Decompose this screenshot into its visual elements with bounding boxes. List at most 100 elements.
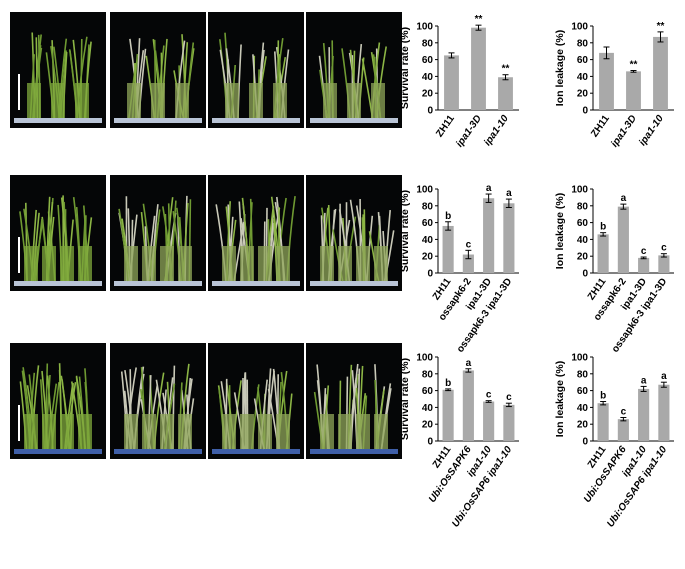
bar <box>444 55 459 110</box>
plant-stem <box>178 246 192 281</box>
plant-photo <box>110 12 206 128</box>
y-tick-label: 60 <box>577 386 589 397</box>
plant-photo <box>10 343 106 459</box>
category-label: ZH11 <box>434 113 457 139</box>
bar-chart-b: 0 20 40 60 80 100 Survival rate (%) ZH11 ** ipa1-… <box>399 14 519 149</box>
y-tick-label: 20 <box>422 252 434 263</box>
plant-stem <box>42 414 56 449</box>
pot-tray <box>212 118 300 123</box>
pot-tray <box>310 281 398 286</box>
plant-stem <box>124 246 138 281</box>
plant-stem <box>75 83 89 118</box>
y-tick-label: 100 <box>416 353 433 364</box>
plant-stem <box>320 246 334 281</box>
bar <box>471 27 486 110</box>
significance-label: b <box>445 378 451 389</box>
plant-photo <box>208 343 304 459</box>
y-tick-label: 0 <box>582 269 588 280</box>
plant-photo <box>306 12 402 128</box>
y-tick-label: 80 <box>422 369 434 380</box>
plant-stem <box>78 246 92 281</box>
bar <box>599 52 614 110</box>
plant-image <box>212 32 300 123</box>
y-tick-label: 80 <box>577 201 589 212</box>
y-tick-label: 40 <box>422 72 434 83</box>
significance-label: a <box>641 375 647 386</box>
scale-bar <box>18 237 20 273</box>
significance-label: ** <box>657 21 665 32</box>
plant-stem <box>258 246 272 281</box>
pot-tray <box>14 449 102 454</box>
plant-photo <box>10 12 106 128</box>
plant-stem <box>175 83 189 118</box>
pot-tray <box>212 449 300 454</box>
bar <box>498 77 513 110</box>
bar <box>462 370 474 441</box>
significance-label: c <box>661 243 667 254</box>
plant-photo <box>208 12 304 128</box>
plant-stem <box>24 414 38 449</box>
plant-stem <box>27 83 41 118</box>
plant-image <box>212 195 300 286</box>
bar <box>658 255 670 273</box>
plant-stem <box>338 246 352 281</box>
y-tick-label: 80 <box>422 38 434 49</box>
pot-tray <box>310 449 398 454</box>
y-tick-label: 100 <box>571 22 588 33</box>
bar <box>442 389 454 441</box>
y-tick-label: 80 <box>422 201 434 212</box>
plant-stem <box>51 83 65 118</box>
plant-image <box>114 363 202 454</box>
scale-bar <box>18 405 20 441</box>
plant-stem <box>160 246 174 281</box>
y-tick-label: 40 <box>577 235 589 246</box>
plant-photo <box>110 175 206 291</box>
y-tick-label: 0 <box>427 269 433 280</box>
pot-tray <box>14 281 102 286</box>
significance-label: a <box>506 188 512 199</box>
y-tick-label: 0 <box>427 437 433 448</box>
pot-tray <box>14 118 102 123</box>
plant-stem <box>356 246 370 281</box>
plant-stem <box>142 414 156 449</box>
y-tick-label: 20 <box>577 89 589 100</box>
pot-tray <box>114 281 202 286</box>
y-tick-label: 60 <box>577 218 589 229</box>
plant-photo <box>306 343 402 459</box>
significance-label: ** <box>502 64 510 75</box>
bar <box>503 203 515 273</box>
significance-label: b <box>600 391 606 402</box>
significance-label: b <box>600 222 606 233</box>
plant-stem <box>374 414 388 449</box>
category-label: ipa1-3D <box>454 113 484 149</box>
bar <box>617 419 629 441</box>
category-label: ipa1-10 <box>482 113 511 148</box>
y-axis-label: Ion leakage (%) <box>554 30 566 106</box>
significance-label: a <box>621 193 627 204</box>
y-tick-label: 40 <box>422 235 434 246</box>
significance-label: ** <box>475 14 483 25</box>
y-tick-label: 20 <box>577 420 589 431</box>
y-tick-label: 60 <box>422 55 434 66</box>
plant-image <box>14 32 102 123</box>
pot-tray <box>114 118 202 123</box>
bar <box>597 234 609 273</box>
y-tick-label: 20 <box>422 89 434 100</box>
bar <box>653 36 668 110</box>
category-label: ipa1-10 <box>637 113 666 148</box>
plant-image <box>14 195 102 286</box>
y-axis-label: Survival rate (%) <box>399 27 411 109</box>
plant-stem <box>374 246 388 281</box>
bar-chart-c: 0 20 40 60 80 100 Ion leakage (%) ZH11 ** ipa1-3D… <box>554 21 674 149</box>
plant-stem <box>60 246 74 281</box>
plant-stem <box>24 246 38 281</box>
bar <box>483 401 495 441</box>
bar <box>483 198 495 273</box>
plant-stem <box>240 246 254 281</box>
bar <box>638 388 650 441</box>
y-axis-label: Survival rate (%) <box>399 358 411 440</box>
